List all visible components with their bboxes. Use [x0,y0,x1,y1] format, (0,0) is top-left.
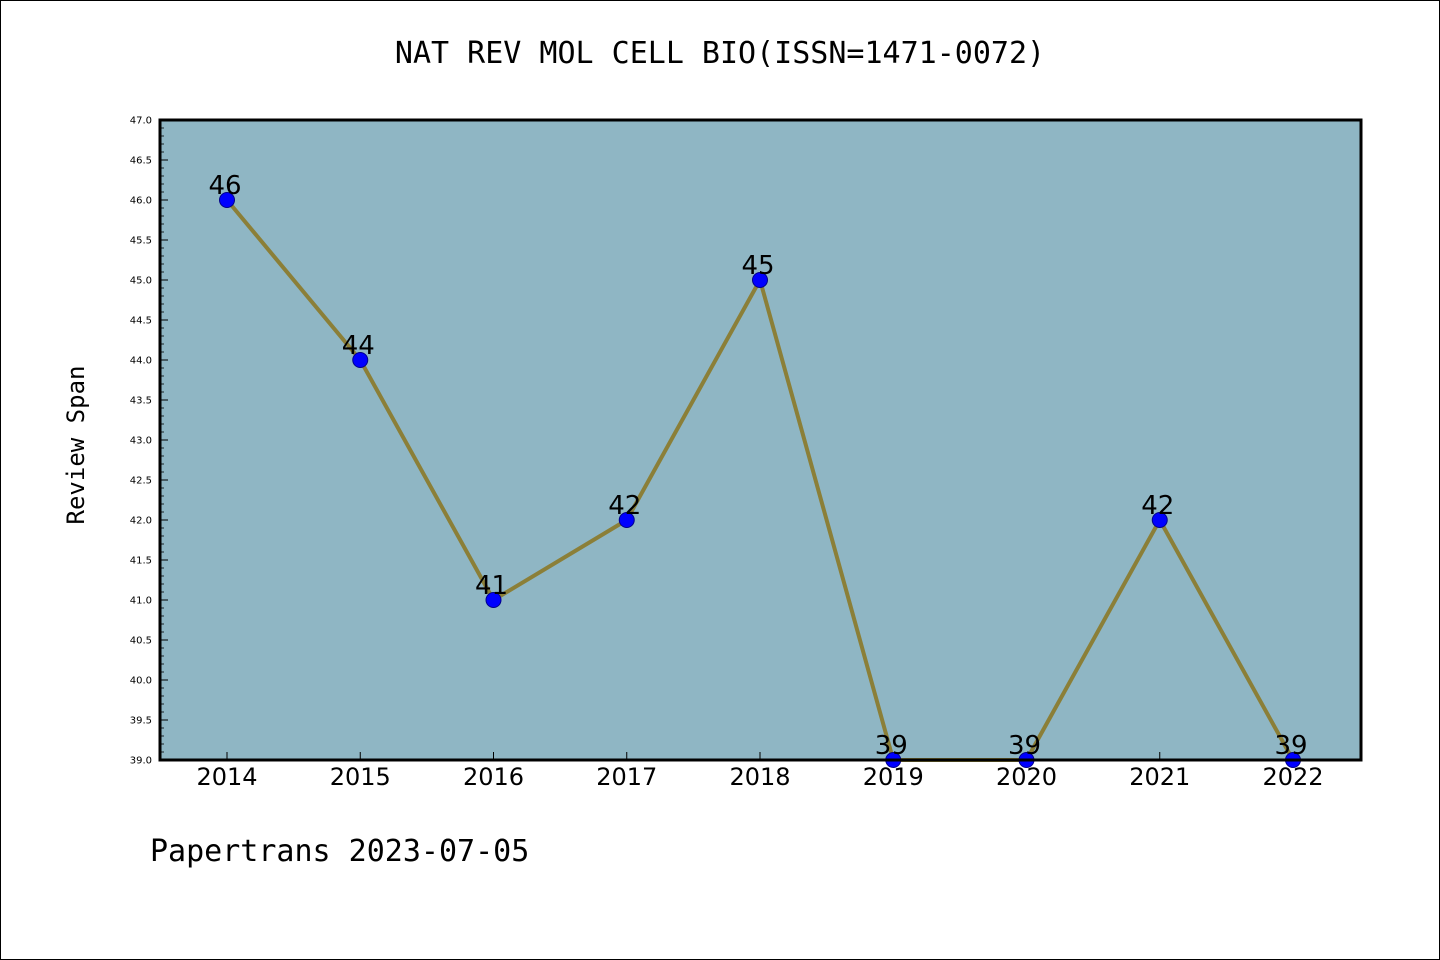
y-tick-label: 40.0 [130,676,152,687]
data-label: 46 [208,171,241,201]
plot-area [160,120,1361,760]
data-point [752,272,768,288]
data-point [485,592,502,608]
y-tick-label: 45.0 [130,276,152,287]
x-tick-label: 2016 [463,763,524,791]
footer-text: Papertrans 2023-07-05 [150,834,530,869]
y-tick-label: 42.5 [130,476,152,487]
y-tick-label: 39.0 [130,756,152,767]
x-tick-label: 2014 [196,763,257,791]
y-tick-label: 46.0 [130,196,152,207]
y-tick-label: 41.5 [130,556,152,567]
y-tick-label: 41.0 [130,596,152,607]
x-tick-label: 2015 [330,763,391,791]
y-tick-label: 45.5 [130,236,152,247]
data-point [618,512,635,528]
y-tick-label: 43.5 [130,396,152,407]
y-tick-label: 42.0 [130,516,152,527]
data-label: 39 [1008,731,1041,761]
data-label: 45 [741,251,774,281]
data-label: 42 [608,491,641,521]
data-label: 41 [475,571,508,601]
data-point [352,352,369,368]
y-tick-label: 46.5 [130,156,152,167]
data-label: 42 [1141,491,1174,521]
data-point [1151,512,1168,528]
data-label: 44 [342,331,375,361]
x-tick-label: 2017 [596,763,657,791]
x-tick-label: 2018 [729,763,790,791]
plot-border [158,118,1363,762]
y-tick-label: 44.0 [130,356,152,367]
y-tick-label: 43.0 [130,436,152,447]
y-tick-label: 39.5 [130,716,152,727]
x-tick-label: 2021 [1129,763,1190,791]
y-tick-label: 44.5 [130,316,152,327]
chart-title: NAT REV MOL CELL BIO(ISSN=1471-0072) [394,36,1046,71]
data-label: 39 [1274,731,1307,761]
data-point [219,192,235,208]
y-tick-label: 47.0 [130,116,152,127]
y-tick-label: 40.5 [130,636,152,647]
data-label: 39 [875,731,908,761]
